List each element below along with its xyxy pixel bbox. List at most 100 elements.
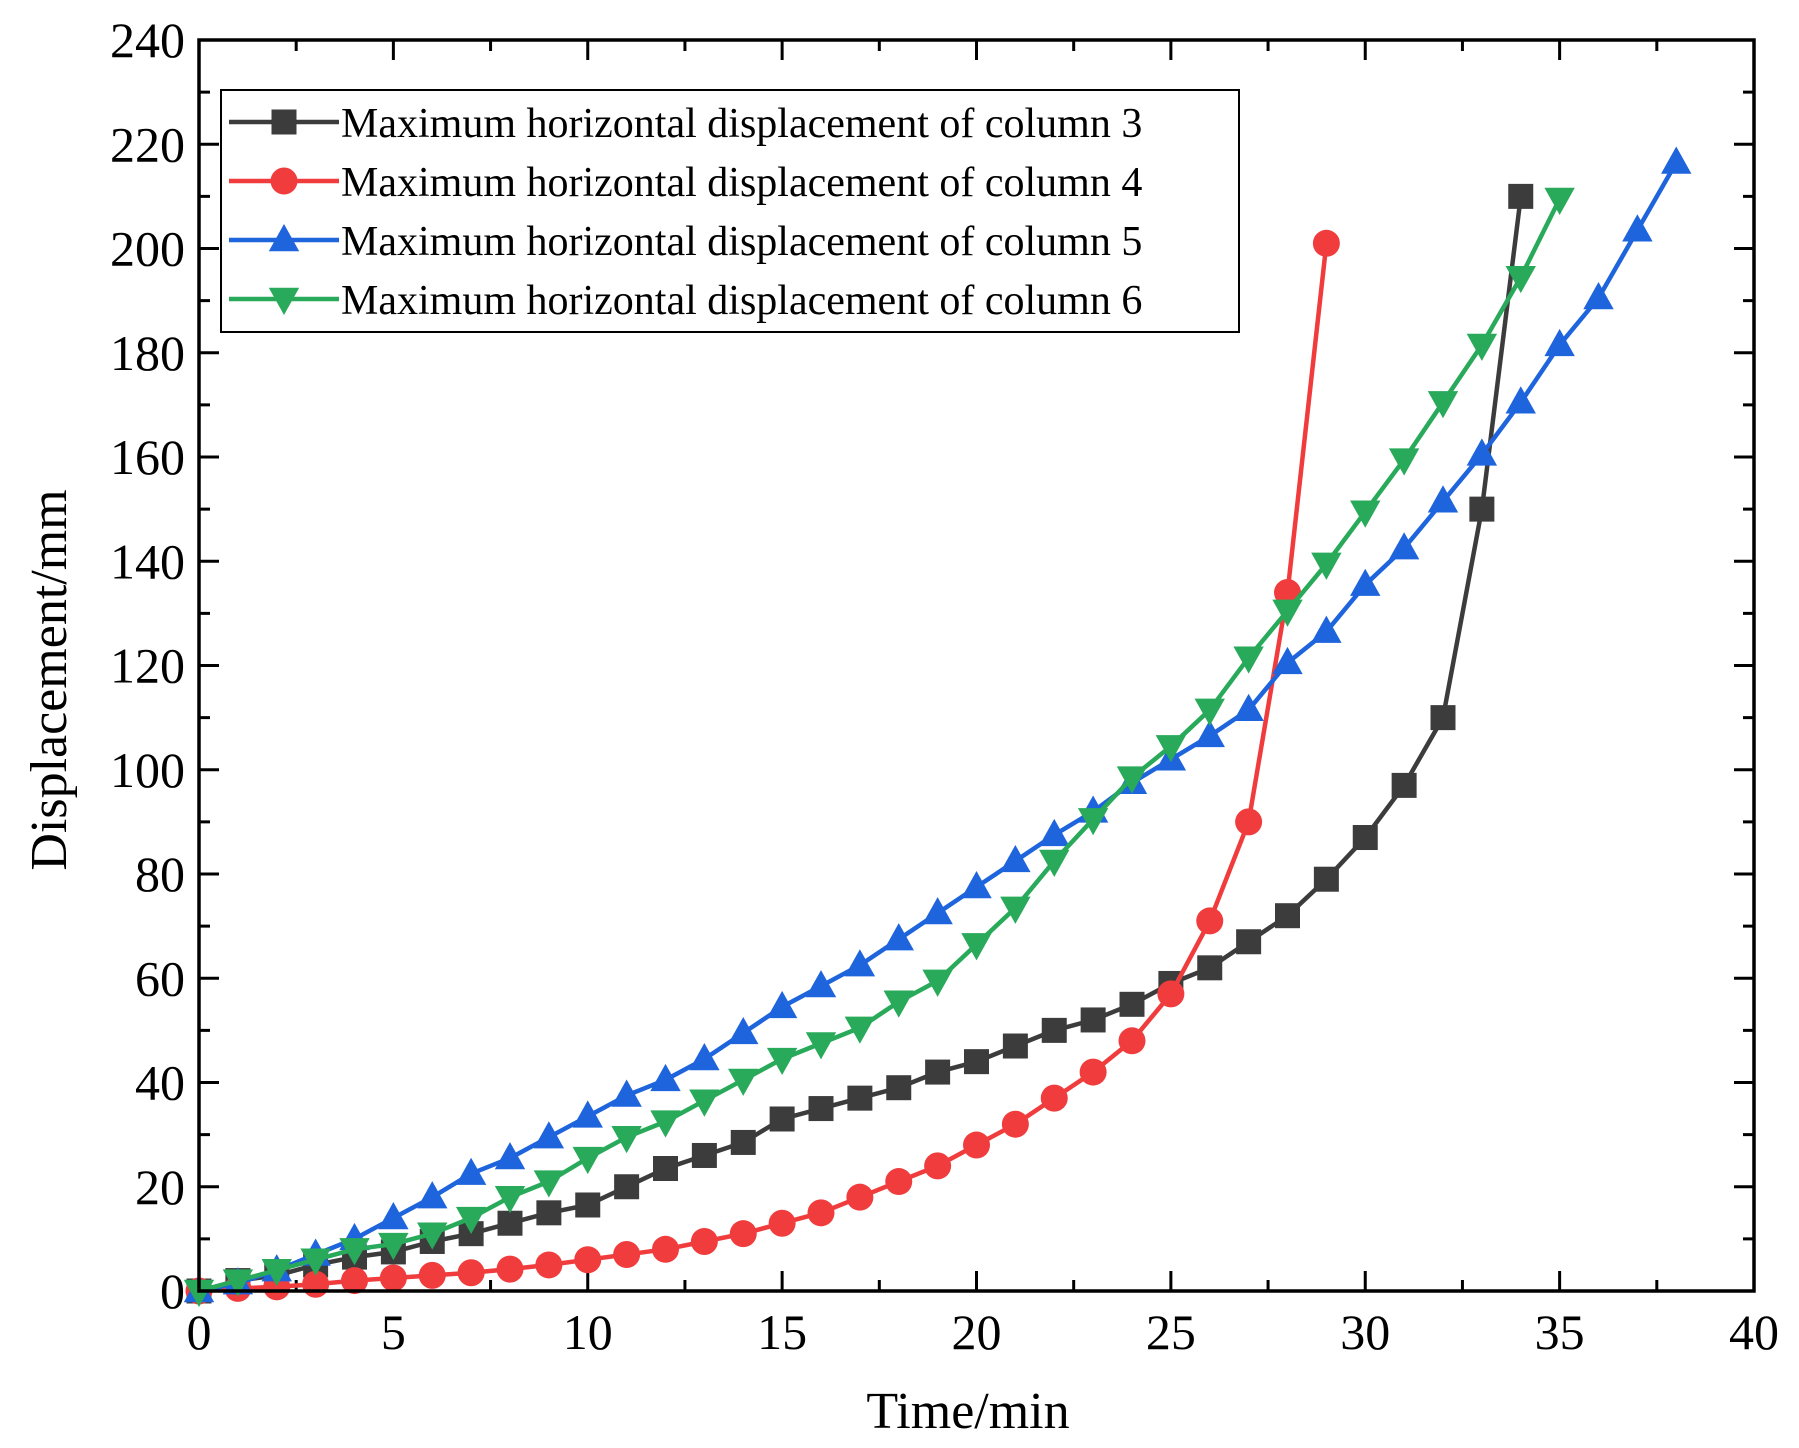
series-4 xyxy=(185,229,1340,1305)
y-tick-label: 160 xyxy=(110,429,185,485)
x-axis-title: Time/min xyxy=(866,1383,1069,1440)
data-point xyxy=(1544,328,1575,357)
data-point xyxy=(1350,500,1381,528)
data-point xyxy=(961,933,992,961)
data-point xyxy=(183,1279,215,1307)
data-point xyxy=(728,1016,759,1045)
data-point xyxy=(1194,719,1225,748)
y-tick-label: 20 xyxy=(135,1159,185,1215)
data-point xyxy=(1077,808,1109,836)
data-point xyxy=(575,1192,601,1218)
data-point xyxy=(1583,282,1614,310)
data-point xyxy=(1505,386,1536,414)
data-point xyxy=(963,1131,990,1159)
data-point xyxy=(805,1032,837,1060)
data-point xyxy=(1039,818,1070,847)
legend-marker xyxy=(270,167,298,195)
data-point xyxy=(497,1210,523,1236)
y-tick-label: 240 xyxy=(110,12,185,68)
data-point xyxy=(846,1183,874,1211)
data-point xyxy=(1119,991,1145,1017)
x-tick-label: 15 xyxy=(757,1304,807,1360)
y-tick-label: 140 xyxy=(110,533,185,589)
data-point xyxy=(1508,183,1534,209)
data-point xyxy=(728,1068,759,1096)
data-point xyxy=(1544,187,1575,215)
y-tick-label: 80 xyxy=(135,846,185,902)
data-point xyxy=(613,1241,641,1269)
series-3 xyxy=(186,183,1534,1304)
x-tick-label: 10 xyxy=(563,1304,613,1360)
data-point xyxy=(1235,808,1263,836)
data-point xyxy=(1350,568,1381,596)
data-point xyxy=(652,1235,679,1263)
data-point xyxy=(650,1063,681,1092)
data-point xyxy=(768,1209,796,1237)
data-point xyxy=(883,923,914,951)
series-line xyxy=(198,197,1562,1294)
data-point xyxy=(1311,615,1342,643)
data-point xyxy=(1194,698,1225,726)
data-point xyxy=(1155,735,1187,763)
data-point xyxy=(1427,485,1459,513)
y-tick-label: 180 xyxy=(110,325,185,381)
data-point xyxy=(1157,980,1185,1008)
data-point xyxy=(378,1232,409,1261)
data-point xyxy=(1312,229,1340,257)
legend-item: Maximum horizontal displacement of colum… xyxy=(229,101,1142,147)
data-point xyxy=(572,1100,603,1128)
data-point xyxy=(690,1227,718,1255)
data-point xyxy=(417,1181,448,1209)
data-point xyxy=(847,1085,873,1111)
data-point xyxy=(1001,1110,1029,1138)
data-point xyxy=(1466,438,1498,466)
data-point xyxy=(766,1047,798,1076)
data-point xyxy=(1388,448,1420,476)
legend-marker xyxy=(271,109,297,135)
x-tick-label: 0 xyxy=(187,1304,212,1360)
data-point xyxy=(1233,646,1264,674)
x-tick-label: 25 xyxy=(1146,1304,1196,1360)
data-point xyxy=(1000,896,1031,924)
data-point xyxy=(222,1269,254,1297)
data-point xyxy=(1275,903,1300,929)
data-point xyxy=(885,1168,913,1196)
data-point xyxy=(689,1043,720,1071)
data-point xyxy=(1430,705,1456,731)
data-point xyxy=(1118,1027,1146,1055)
data-point xyxy=(886,1075,912,1101)
data-point xyxy=(805,970,837,998)
series-line xyxy=(198,196,1524,1294)
data-point xyxy=(614,1174,640,1200)
legend-marker xyxy=(268,224,300,252)
data-point xyxy=(533,1121,565,1149)
data-point xyxy=(494,1142,526,1170)
data-point xyxy=(339,1238,370,1266)
plot-border xyxy=(197,38,1756,1293)
legend-label: Maximum horizontal displacement of colum… xyxy=(341,278,1142,324)
data-point xyxy=(1272,646,1303,675)
data-point xyxy=(417,1222,448,1250)
data-point xyxy=(457,1259,485,1287)
data-point xyxy=(961,871,992,899)
y-axis-title: Displacement/mm xyxy=(21,489,78,870)
data-point xyxy=(496,1255,524,1283)
data-point xyxy=(1469,496,1495,522)
data-point xyxy=(924,1152,952,1180)
x-tick-label: 20 xyxy=(952,1304,1002,1360)
data-point xyxy=(766,990,798,1019)
legend-item: Maximum horizontal displacement of colum… xyxy=(229,278,1142,324)
data-point xyxy=(1197,955,1223,981)
y-tick-label: 220 xyxy=(110,116,185,172)
data-point xyxy=(1311,552,1342,580)
data-point xyxy=(536,1200,562,1226)
y-tick-label: 0 xyxy=(160,1263,185,1319)
data-point xyxy=(807,1199,835,1227)
data-point xyxy=(533,1170,565,1198)
series-6 xyxy=(183,187,1575,1307)
data-point xyxy=(1352,825,1378,851)
legend-marker xyxy=(268,287,300,315)
y-tick-label: 60 xyxy=(135,950,185,1006)
data-point xyxy=(455,1157,487,1185)
